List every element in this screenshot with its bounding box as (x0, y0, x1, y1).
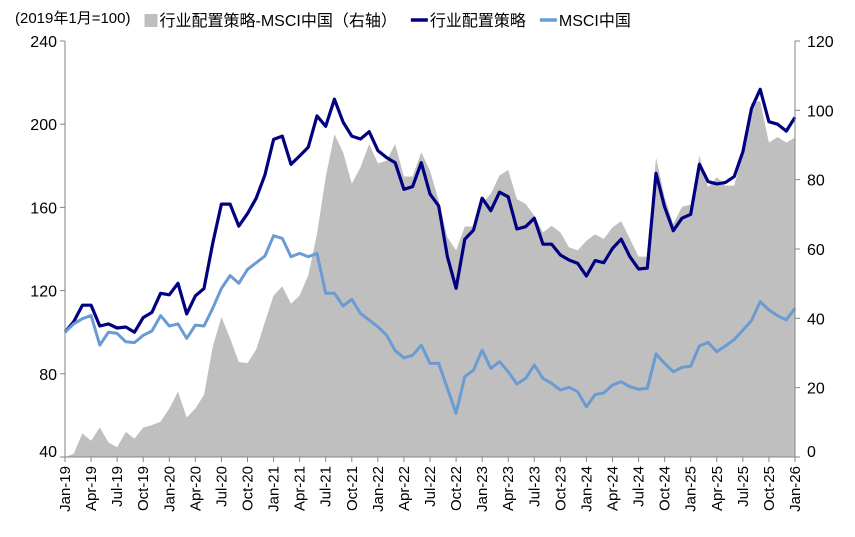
left-tick-label: 80 (39, 367, 57, 384)
x-tick-label: Jan-25 (683, 466, 700, 512)
left-tick-label: 160 (30, 200, 57, 217)
x-tick-label: Jul-24 (631, 466, 648, 507)
unit-note: (2019年1月=100) (15, 10, 131, 27)
right-tick-label: 20 (807, 381, 825, 398)
left-tick-label: 120 (30, 284, 57, 301)
legend: 行业配置策略-MSCI中国（右轴） 行业配置策略 MSCI中国 (144, 12, 631, 30)
x-tick-label: Oct-22 (448, 466, 465, 511)
left-tick-label: 240 (30, 34, 57, 51)
axes: 40 80 120 160 200 240 0 20 40 60 80 100 120 Jan-19 Apr… (30, 34, 834, 512)
x-tick-label: Apr-20 (187, 466, 204, 511)
x-tick-label: Apr-25 (709, 466, 726, 511)
legend-label-msci: MSCI中国 (559, 12, 631, 30)
x-tick-label: Apr-22 (396, 466, 413, 511)
x-tick-label: Oct-24 (657, 466, 674, 511)
x-tick-label: Jan-24 (578, 466, 595, 512)
right-tick-label: 40 (807, 311, 825, 328)
x-tick-label: Apr-24 (605, 466, 622, 511)
right-tick-label: 80 (807, 173, 825, 190)
diff-area-layer (65, 101, 795, 457)
x-tick-label: Jul-25 (735, 466, 752, 507)
x-tick-label: Jul-20 (213, 466, 230, 507)
x-tick-label: Jan-21 (266, 466, 283, 512)
x-tick-label: Oct-20 (240, 466, 257, 511)
right-tick-label: 100 (807, 103, 834, 120)
diff-area (65, 101, 795, 457)
x-tick-label: Jul-23 (526, 466, 543, 507)
x-tick-label: Jan-26 (787, 466, 804, 512)
x-tick-label: Jan-20 (161, 466, 178, 512)
x-tick-label: Oct-23 (552, 466, 569, 511)
x-tick-label: Jan-19 (57, 466, 74, 512)
left-tick-label: 200 (30, 117, 57, 134)
left-tick-label: 40 (39, 444, 57, 461)
x-tick-label: Jul-22 (422, 466, 439, 507)
x-tick-label: Oct-19 (135, 466, 152, 511)
x-tick-label: Apr-21 (292, 466, 309, 511)
x-tick-label: Jan-23 (474, 466, 491, 512)
right-tick-label: 120 (807, 34, 834, 51)
legend-swatch-diff (144, 14, 158, 27)
legend-label-diff: 行业配置策略-MSCI中国（右轴） (160, 12, 397, 30)
line-layer (63, 87, 797, 415)
x-tick-label: Jan-22 (370, 466, 387, 512)
x-tick-label: Apr-19 (83, 466, 100, 511)
x-tick-label: Apr-23 (500, 466, 517, 511)
legend-label-strategy: 行业配置策略 (430, 12, 526, 30)
x-tick-label: Jul-21 (318, 466, 335, 507)
right-tick-label: 0 (807, 444, 816, 461)
x-tick-label: Oct-25 (761, 466, 778, 511)
x-tick-label: Oct-21 (344, 466, 361, 511)
x-tick-label: Jul-19 (109, 466, 126, 507)
right-tick-label: 60 (807, 242, 825, 259)
